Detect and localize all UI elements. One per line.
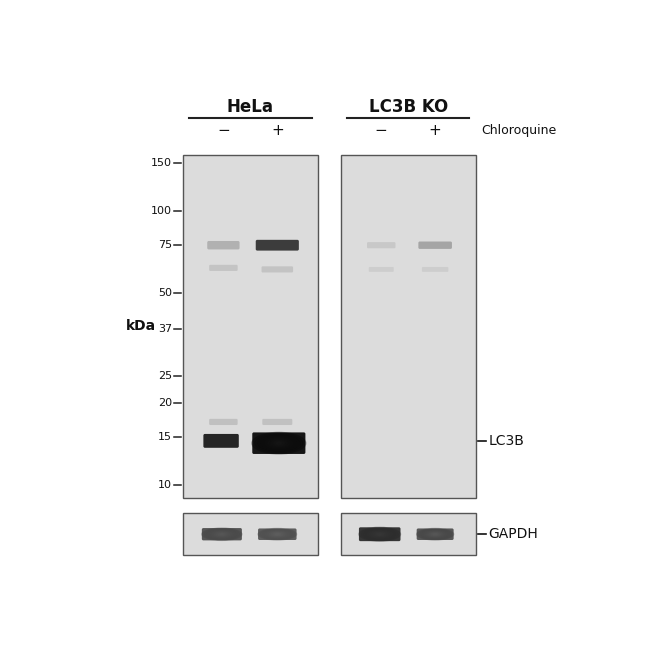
Text: LC3B KO: LC3B KO bbox=[369, 98, 448, 116]
FancyBboxPatch shape bbox=[263, 419, 292, 425]
FancyBboxPatch shape bbox=[261, 266, 293, 272]
FancyBboxPatch shape bbox=[417, 528, 454, 540]
Ellipse shape bbox=[264, 530, 291, 538]
FancyBboxPatch shape bbox=[422, 267, 448, 272]
FancyBboxPatch shape bbox=[255, 240, 299, 251]
Ellipse shape bbox=[266, 531, 289, 538]
Ellipse shape bbox=[434, 534, 437, 535]
Ellipse shape bbox=[208, 530, 236, 539]
Ellipse shape bbox=[212, 531, 232, 538]
FancyBboxPatch shape bbox=[202, 528, 242, 540]
FancyBboxPatch shape bbox=[359, 527, 400, 541]
Ellipse shape bbox=[218, 533, 226, 536]
Ellipse shape bbox=[210, 530, 234, 538]
Ellipse shape bbox=[204, 528, 240, 539]
Text: 10: 10 bbox=[158, 480, 172, 490]
Text: +: + bbox=[429, 123, 441, 138]
Bar bbox=[183, 155, 318, 498]
Ellipse shape bbox=[262, 530, 292, 539]
FancyBboxPatch shape bbox=[369, 267, 394, 272]
Ellipse shape bbox=[260, 436, 298, 450]
Ellipse shape bbox=[274, 441, 284, 445]
Ellipse shape bbox=[424, 531, 447, 538]
Text: 150: 150 bbox=[151, 158, 172, 168]
FancyBboxPatch shape bbox=[203, 434, 239, 448]
Ellipse shape bbox=[263, 437, 295, 450]
Ellipse shape bbox=[257, 435, 300, 452]
Ellipse shape bbox=[268, 439, 290, 447]
Ellipse shape bbox=[430, 532, 441, 536]
Bar bbox=[341, 513, 476, 555]
Text: 100: 100 bbox=[151, 206, 172, 216]
Ellipse shape bbox=[252, 432, 306, 454]
Ellipse shape bbox=[428, 532, 443, 536]
Ellipse shape bbox=[365, 529, 395, 539]
Ellipse shape bbox=[359, 527, 400, 541]
FancyBboxPatch shape bbox=[367, 242, 395, 248]
Ellipse shape bbox=[258, 528, 296, 540]
FancyBboxPatch shape bbox=[207, 241, 240, 250]
FancyBboxPatch shape bbox=[419, 242, 452, 249]
Ellipse shape bbox=[274, 533, 281, 536]
Ellipse shape bbox=[422, 530, 448, 538]
Text: −: − bbox=[217, 123, 230, 138]
Ellipse shape bbox=[367, 530, 392, 538]
FancyBboxPatch shape bbox=[252, 432, 306, 454]
Text: +: + bbox=[271, 123, 283, 138]
Ellipse shape bbox=[216, 532, 228, 536]
Text: HeLa: HeLa bbox=[227, 98, 274, 116]
Text: 50: 50 bbox=[158, 289, 172, 298]
FancyBboxPatch shape bbox=[209, 419, 238, 425]
Ellipse shape bbox=[270, 532, 285, 536]
Text: LC3B: LC3B bbox=[489, 434, 525, 448]
Ellipse shape bbox=[419, 529, 452, 539]
Text: 15: 15 bbox=[158, 432, 172, 442]
Ellipse shape bbox=[426, 531, 445, 537]
Ellipse shape bbox=[271, 440, 287, 447]
Ellipse shape bbox=[202, 528, 242, 540]
Bar bbox=[341, 155, 476, 498]
FancyBboxPatch shape bbox=[258, 528, 296, 540]
Text: −: − bbox=[375, 123, 387, 138]
Ellipse shape bbox=[421, 530, 450, 539]
Text: kDa: kDa bbox=[125, 319, 156, 333]
Text: 25: 25 bbox=[158, 371, 172, 381]
Bar bbox=[183, 513, 318, 555]
Ellipse shape bbox=[363, 528, 396, 539]
Ellipse shape bbox=[220, 534, 224, 535]
Ellipse shape bbox=[265, 438, 292, 448]
Ellipse shape bbox=[206, 529, 238, 539]
Ellipse shape bbox=[371, 532, 388, 537]
Ellipse shape bbox=[361, 528, 398, 540]
Text: Chloroquine: Chloroquine bbox=[482, 124, 557, 137]
FancyBboxPatch shape bbox=[209, 265, 238, 271]
Text: 75: 75 bbox=[158, 240, 172, 250]
Ellipse shape bbox=[276, 442, 281, 444]
Ellipse shape bbox=[417, 528, 454, 540]
Ellipse shape bbox=[369, 531, 390, 538]
Text: GAPDH: GAPDH bbox=[489, 527, 538, 541]
Text: 37: 37 bbox=[158, 324, 172, 334]
Ellipse shape bbox=[376, 533, 384, 536]
Ellipse shape bbox=[268, 531, 287, 537]
Ellipse shape bbox=[260, 529, 294, 539]
Ellipse shape bbox=[214, 532, 230, 537]
Text: 20: 20 bbox=[158, 398, 172, 408]
Ellipse shape bbox=[374, 532, 386, 536]
Ellipse shape bbox=[272, 532, 283, 536]
Ellipse shape bbox=[276, 534, 279, 535]
Ellipse shape bbox=[378, 534, 382, 535]
Ellipse shape bbox=[432, 533, 439, 536]
Ellipse shape bbox=[255, 434, 303, 453]
